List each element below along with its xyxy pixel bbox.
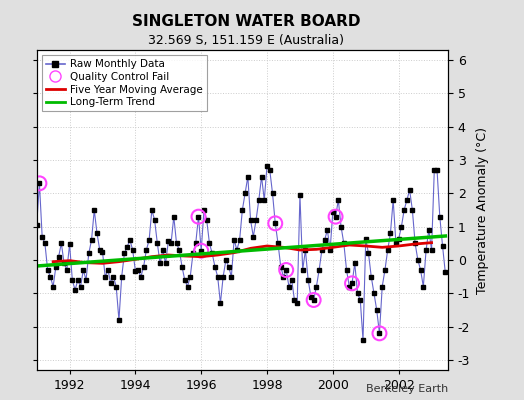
Point — [331, 214, 340, 220]
Y-axis label: Temperature Anomaly (°C): Temperature Anomaly (°C) — [476, 126, 489, 294]
Point — [194, 214, 203, 220]
Legend: Raw Monthly Data, Quality Control Fail, Five Year Moving Average, Long-Term Tren: Raw Monthly Data, Quality Control Fail, … — [42, 55, 207, 111]
Point — [310, 297, 318, 303]
Point — [282, 267, 290, 273]
Point — [271, 220, 279, 226]
Point — [348, 280, 356, 286]
Text: 32.569 S, 151.159 E (Australia): 32.569 S, 151.159 E (Australia) — [148, 34, 344, 47]
Point — [35, 180, 43, 186]
Text: Berkeley Earth: Berkeley Earth — [366, 384, 448, 394]
Text: SINGLETON WATER BOARD: SINGLETON WATER BOARD — [132, 14, 361, 29]
Point — [197, 248, 205, 254]
Point — [375, 330, 384, 336]
